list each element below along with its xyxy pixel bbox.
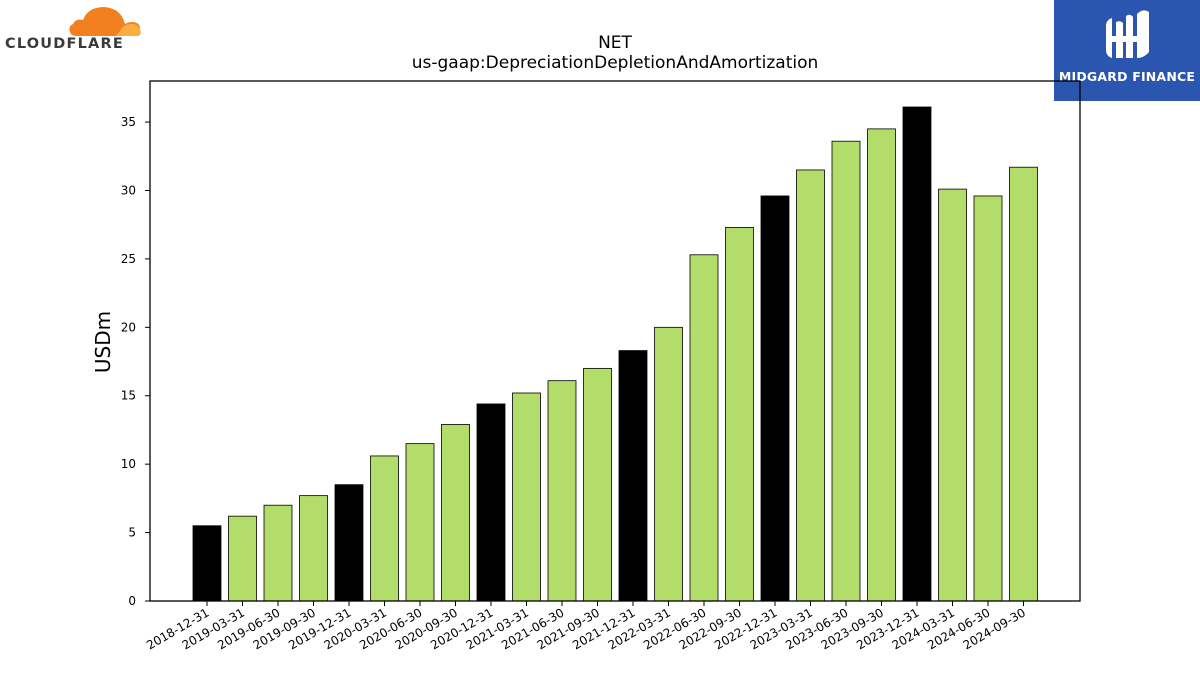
y-tick-label: 25	[121, 252, 136, 266]
bar-2022-03-31	[654, 326, 683, 602]
bar-2023-12-31	[902, 106, 932, 602]
y-tick-label: 0	[128, 594, 136, 608]
y-axis: 0 5 10 15 20 25 30 35	[121, 115, 150, 608]
midgard-finance-logo: MIDGARD FINANCE	[1054, 0, 1200, 101]
bar-2022-09-30	[725, 227, 754, 602]
y-axis-label: USDm	[91, 311, 115, 373]
bar-2019-03-31	[228, 515, 257, 602]
midgard-monogram-icon	[1106, 10, 1149, 58]
cloud-icon	[69, 7, 141, 36]
bar-2019-06-30	[263, 504, 293, 602]
plot-frame	[149, 80, 1081, 602]
bar-2022-06-30	[689, 254, 719, 602]
chart-title: NET	[598, 33, 632, 53]
bar-2018-12-31	[192, 525, 222, 602]
bar-2020-12-31	[476, 403, 506, 602]
bar-2021-03-31	[512, 392, 541, 602]
bar-2021-09-30	[583, 367, 612, 602]
bars-group	[192, 106, 1038, 602]
bar-2024-06-30	[973, 195, 1003, 602]
bar-2021-12-31	[618, 350, 648, 602]
bar-2019-12-31	[334, 484, 364, 602]
bar-2024-03-31	[938, 188, 967, 602]
y-tick-label: 5	[128, 526, 136, 540]
y-tick-label: 20	[121, 320, 136, 334]
midgard-finance-wordmark: MIDGARD FINANCE	[1058, 69, 1196, 84]
y-tick-label: 35	[121, 115, 136, 129]
bar-2024-09-30	[1009, 166, 1038, 602]
bar-2019-09-30	[299, 495, 328, 602]
bar-2021-06-30	[547, 380, 577, 602]
bar-2020-03-31	[370, 455, 399, 602]
y-tick-label: 15	[121, 389, 136, 403]
chart-subtitle: us-gaap:DepreciationDepletionAndAmortiza…	[412, 53, 819, 73]
bar-2020-09-30	[441, 424, 470, 602]
bar-2020-06-30	[405, 443, 435, 602]
x-axis: 2018-12-312019-03-312019-06-302019-09-30…	[144, 601, 1028, 652]
bar-2023-03-31	[796, 169, 825, 602]
bar-2023-09-30	[867, 128, 896, 602]
bar-2022-12-31	[760, 195, 790, 602]
y-tick-label: 10	[121, 457, 136, 471]
bar-2023-06-30	[831, 140, 861, 602]
cloudflare-logo: CLOUDFLARE	[4, 4, 146, 54]
cloudflare-wordmark: CLOUDFLARE	[5, 36, 124, 52]
y-tick-label: 30	[121, 183, 136, 197]
